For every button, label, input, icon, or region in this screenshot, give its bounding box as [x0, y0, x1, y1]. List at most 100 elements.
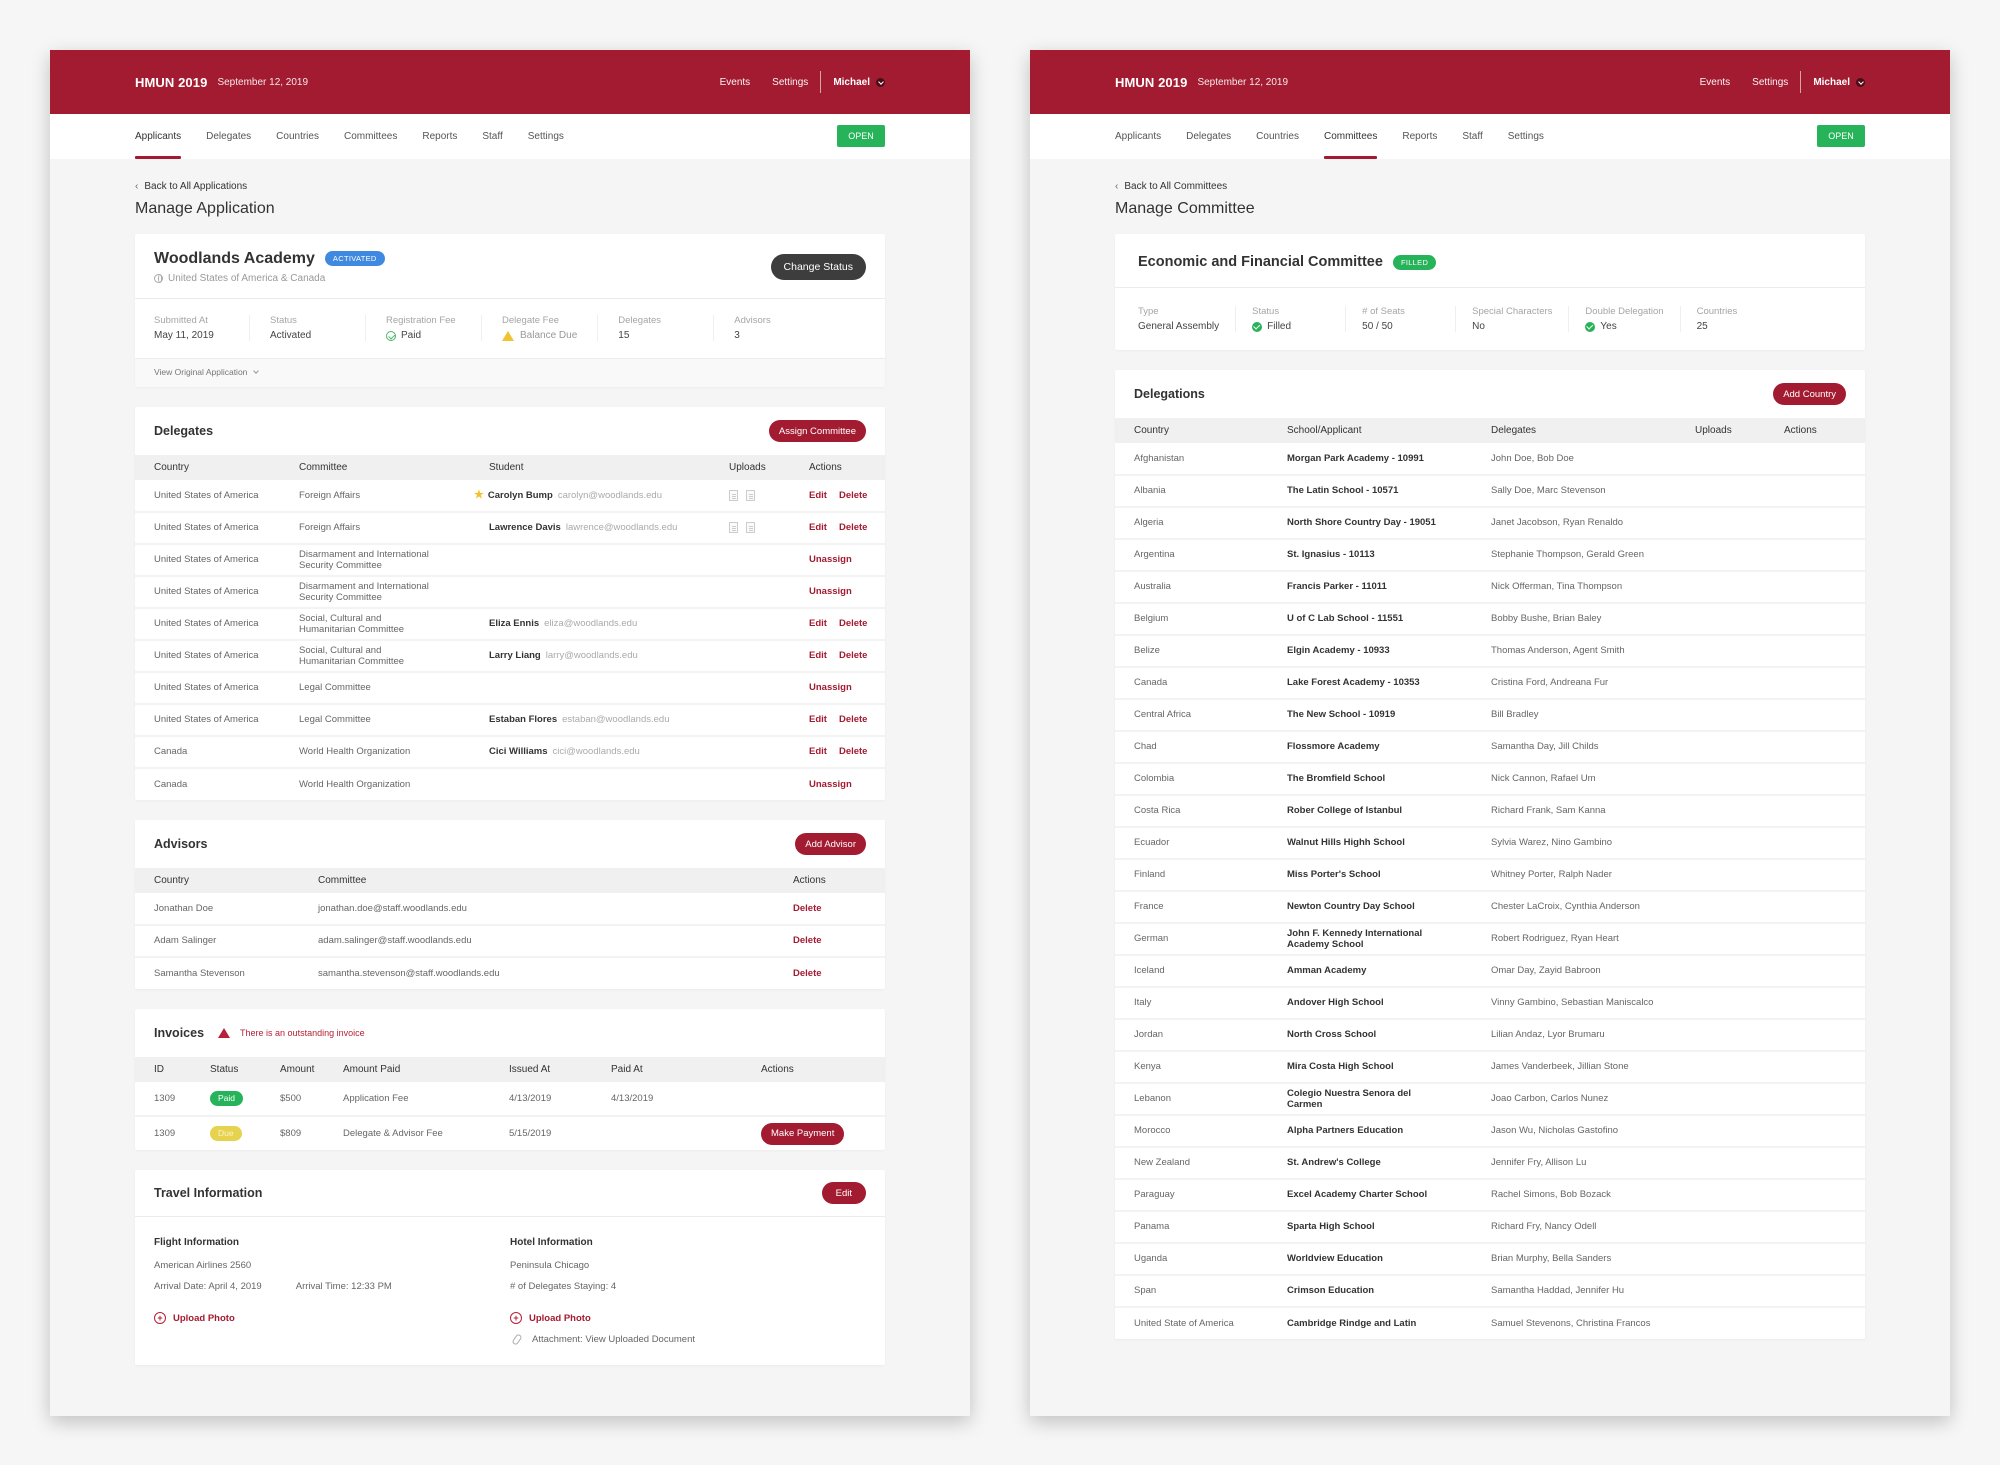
tab-applicants[interactable]: Applicants	[1115, 131, 1162, 142]
edit-link[interactable]: Edit	[809, 522, 827, 534]
delete-link[interactable]: Delete	[793, 902, 822, 914]
unassign-link[interactable]: Unassign	[809, 586, 852, 598]
table-row[interactable]: Finland Miss Porter's School Whitney Porte…	[1115, 858, 1865, 891]
edit-document-icon[interactable]	[746, 522, 755, 534]
delete-link[interactable]: Delete	[793, 967, 822, 979]
table-row[interactable]: Belgium U of C Lab School - 11551 Bobby Bu…	[1115, 602, 1865, 635]
table-row[interactable]: German John F. Kennedy International Acad…	[1115, 922, 1865, 955]
uploads-cell	[710, 607, 790, 640]
delete-link[interactable]: Delete	[838, 650, 868, 662]
table-row[interactable]: Span Crimson Education Samantha Haddad, Je…	[1115, 1274, 1865, 1307]
document-icon[interactable]	[729, 489, 738, 501]
actions-cell	[1765, 474, 1865, 507]
add-advisor-button[interactable]: Add Advisor	[795, 833, 866, 855]
column-header: Student	[470, 455, 710, 480]
tab-countries[interactable]: Countries	[276, 131, 319, 142]
table-row[interactable]: Albania The Latin School - 10571 Sally Doe…	[1115, 474, 1865, 507]
table-row[interactable]: Costa Rica Rober College of Istanbul Richa…	[1115, 794, 1865, 827]
tab-staff[interactable]: Staff	[482, 131, 503, 142]
user-menu[interactable]: Michael	[1813, 77, 1865, 88]
uploads-cell	[1676, 730, 1765, 763]
column-header: Country	[135, 455, 280, 480]
make-payment-button[interactable]: Make Payment	[761, 1122, 845, 1145]
top-link-settings[interactable]: Settings	[772, 76, 809, 88]
delete-link[interactable]: Delete	[838, 618, 868, 630]
unassign-link[interactable]: Unassign	[809, 778, 852, 790]
country-cell: Span	[1115, 1274, 1268, 1307]
delete-link[interactable]: Delete	[838, 522, 868, 534]
back-link[interactable]: ‹ Back to All Applications	[135, 181, 885, 192]
table-row[interactable]: France Newton Country Day School Chester L…	[1115, 890, 1865, 923]
delete-link[interactable]: Delete	[793, 935, 822, 947]
view-original-application-toggle[interactable]: View Original Application	[135, 358, 885, 387]
top-link-events[interactable]: Events	[719, 76, 751, 88]
change-status-button[interactable]: Change Status	[770, 254, 866, 280]
edit-link[interactable]: Edit	[809, 714, 827, 726]
status-pill: Paid	[210, 1090, 244, 1107]
open-status-button[interactable]: OPEN	[837, 125, 885, 147]
divider	[1800, 71, 1802, 93]
table-row[interactable]: Chad Flossmore Academy Samantha Day, Jill …	[1115, 730, 1865, 763]
table-row[interactable]: Canada Lake Forest Academy - 10353 Cristin…	[1115, 666, 1865, 699]
table-row[interactable]: Algeria North Shore Country Day - 19051 Ja…	[1115, 506, 1865, 539]
tab-reports[interactable]: Reports	[1402, 131, 1438, 142]
actions-cell: Unassign	[790, 575, 885, 608]
upload-photo-button[interactable]: + Upload Photo	[510, 1312, 866, 1324]
tab-delegates[interactable]: Delegates	[206, 131, 252, 142]
table-row[interactable]: Panama Sparta High School Richard Fry, Nan…	[1115, 1210, 1865, 1243]
actions-cell: Edit Delete	[790, 511, 885, 544]
upload-photo-button[interactable]: + Upload Photo	[154, 1312, 510, 1324]
edit-document-icon[interactable]	[746, 489, 755, 501]
tab-countries[interactable]: Countries	[1256, 131, 1299, 142]
document-icon[interactable]	[729, 522, 738, 534]
top-link-settings[interactable]: Settings	[1752, 76, 1789, 88]
tab-staff[interactable]: Staff	[1462, 131, 1483, 142]
tab-settings[interactable]: Settings	[527, 131, 564, 142]
table-row[interactable]: Ecuador Walnut Hills Highh School Sylvia W…	[1115, 826, 1865, 859]
table-row[interactable]: Argentina St. Ignasius - 10113 Stephanie T…	[1115, 538, 1865, 571]
tab-settings[interactable]: Settings	[1507, 131, 1544, 142]
table-row[interactable]: Kenya Mira Costa High School James Vanderb…	[1115, 1050, 1865, 1083]
add-country-button[interactable]: Add Country	[1773, 383, 1846, 405]
unassign-link[interactable]: Unassign	[809, 554, 852, 566]
unassign-link[interactable]: Unassign	[809, 682, 852, 694]
assign-committee-button[interactable]: Assign Committee	[768, 420, 866, 442]
edit-link[interactable]: Edit	[809, 618, 827, 630]
open-status-button[interactable]: OPEN	[1817, 125, 1865, 147]
user-menu[interactable]: Michael	[833, 77, 885, 88]
table-row[interactable]: New Zealand St. Andrew's College Jennifer …	[1115, 1146, 1865, 1179]
attachment-link[interactable]: Attachment: View Uploaded Document	[510, 1333, 866, 1346]
edit-link[interactable]: Edit	[809, 746, 827, 758]
delete-link[interactable]: Delete	[838, 746, 868, 758]
tab-delegates[interactable]: Delegates	[1186, 131, 1232, 142]
table-row[interactable]: Australia Francis Parker - 11011 Nick Offe…	[1115, 570, 1865, 603]
tab-applicants[interactable]: Applicants	[135, 114, 182, 159]
star-icon: ★	[474, 488, 484, 501]
table-row[interactable]: Jordan North Cross School Lilian Andaz, Ly…	[1115, 1018, 1865, 1051]
table-row[interactable]: Paraguay Excel Academy Charter School Rach…	[1115, 1178, 1865, 1211]
edit-link[interactable]: Edit	[809, 650, 827, 662]
tab-committees[interactable]: Committees	[343, 131, 398, 142]
table-row[interactable]: Afghanistan Morgan Park Academy - 10991 Jo…	[1115, 443, 1865, 475]
table-row[interactable]: Morocco Alpha Partners Education Jason Wu,…	[1115, 1114, 1865, 1147]
delete-link[interactable]: Delete	[838, 489, 868, 501]
tab-reports[interactable]: Reports	[422, 131, 458, 142]
back-link[interactable]: ‹ Back to All Committees	[1115, 181, 1865, 192]
delete-link[interactable]: Delete	[838, 714, 868, 726]
table-row[interactable]: Iceland Amman Academy Omar Day, Zayid Babr…	[1115, 954, 1865, 987]
table-row[interactable]: United State of America Cambridge Rindge …	[1115, 1306, 1865, 1339]
edit-travel-button[interactable]: Edit	[821, 1182, 866, 1204]
table-row[interactable]: Colombia The Bromfield School Nick Cannon,…	[1115, 762, 1865, 795]
table-row[interactable]: Lebanon Colegio Nuestra Senora del Carmen…	[1115, 1082, 1865, 1115]
edit-link[interactable]: Edit	[809, 489, 827, 501]
top-link-events[interactable]: Events	[1699, 76, 1731, 88]
table-row[interactable]: Uganda Worldview Education Brian Murphy, B…	[1115, 1242, 1865, 1275]
actions-cell	[1765, 794, 1865, 827]
invoice-id: 1309	[135, 1115, 191, 1150]
column-header: Status	[191, 1057, 261, 1082]
table-row[interactable]: Belize Elgin Academy - 10933 Thomas Anders…	[1115, 634, 1865, 667]
column-header: Actions	[774, 868, 885, 893]
tab-committees[interactable]: Committees	[1323, 114, 1378, 159]
table-row[interactable]: Central Africa The New School - 10919 Bill…	[1115, 698, 1865, 731]
table-row[interactable]: Italy Andover High School Vinny Gambino, S…	[1115, 986, 1865, 1019]
